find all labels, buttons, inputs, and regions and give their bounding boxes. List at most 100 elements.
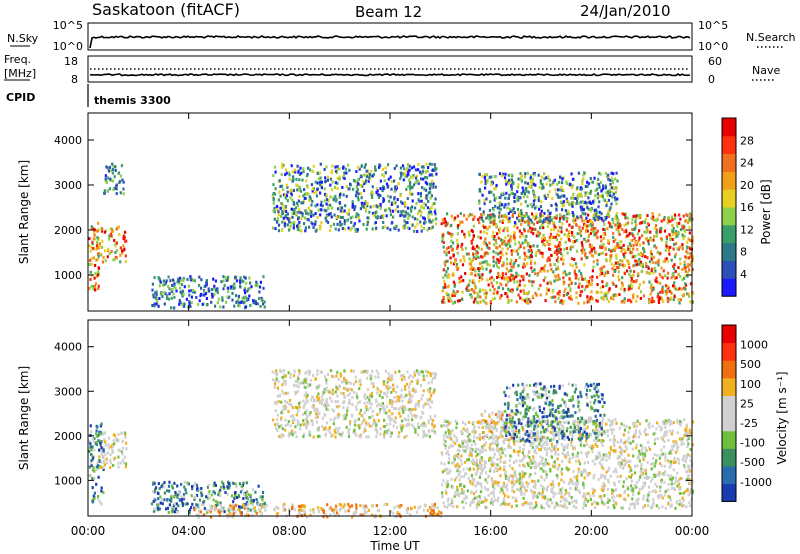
power-echo-cell: [90, 227, 93, 231]
power-echo-cell: [581, 277, 584, 281]
power-echo-cell: [374, 221, 377, 225]
power-echo-cell: [565, 217, 568, 221]
velocity-echo-cell: [300, 504, 303, 508]
velocity-echo-cell: [200, 503, 203, 507]
power-echo-cell: [525, 189, 528, 193]
power-echo-cell: [602, 285, 605, 289]
velocity-echo-cell: [209, 515, 213, 519]
power-echo-cell: [159, 278, 162, 282]
velocity-echo-cell: [306, 393, 309, 397]
power-echo-cell: [488, 263, 491, 267]
velocity-echo-cell: [392, 424, 395, 428]
velocity-echo-cell: [245, 513, 248, 517]
power-echo-cell: [454, 291, 457, 295]
power-echo-cell: [497, 286, 500, 289]
power-echo-cell: [403, 214, 406, 218]
velocity-echo-cell: [222, 487, 226, 491]
velocity-echo-cell: [563, 502, 566, 506]
power-echo-cell: [354, 229, 357, 233]
power-echo-cell: [568, 230, 571, 234]
power-echo-cell: [323, 168, 326, 171]
power-echo-cell: [586, 220, 589, 224]
velocity-echo-cell: [104, 452, 107, 456]
velocity-echo-cell: [377, 387, 380, 391]
power-echo-cell: [486, 245, 489, 249]
power-echo-cell: [545, 182, 548, 186]
power-echo-cell: [370, 193, 373, 196]
power-echo-cell: [341, 227, 344, 230]
velocity-echo-cell: [417, 404, 420, 408]
power-echo-cell: [517, 195, 520, 199]
power-echo-cell: [582, 173, 585, 177]
velocity-echo-cell: [191, 487, 194, 491]
velocity-echo-cell: [103, 431, 106, 435]
power-echo-cell: [504, 292, 507, 296]
velocity-echo-cell: [299, 423, 302, 427]
power-echo-cell: [672, 298, 675, 302]
power-echo-cell: [480, 217, 483, 221]
power-echo-cell: [552, 180, 555, 184]
power-echo-cell: [532, 222, 536, 226]
power-echo-cell: [393, 179, 396, 183]
power-echo-cell: [294, 206, 298, 210]
power-echo-cell: [575, 274, 578, 277]
power-echo-cell: [554, 188, 557, 192]
power-echo-cell: [594, 226, 597, 230]
power-echo-cell: [534, 195, 537, 199]
power-echo-cell: [607, 289, 610, 293]
power-echo-cell: [511, 209, 514, 213]
nsearch-label: N.Search: [746, 31, 796, 44]
power-echo-cell: [366, 223, 369, 227]
power-echo-cell: [650, 257, 653, 261]
velocity-echo-cell: [305, 409, 308, 413]
power-echo-cell: [456, 242, 459, 246]
power-echo-cell: [671, 233, 674, 237]
power-echo-cell: [334, 165, 337, 169]
power-echo-cell: [623, 272, 626, 276]
power-echo-cell: [604, 184, 607, 188]
power-echo-cell: [504, 196, 507, 200]
power-echo-cell: [331, 169, 334, 173]
power-echo-cell: [231, 291, 234, 295]
velocity-echo-cell: [95, 440, 98, 444]
power-echo-cell: [579, 234, 583, 238]
power-echo-cell: [311, 199, 314, 203]
power-echo-cell: [391, 209, 395, 213]
power-echo-cell: [568, 212, 571, 216]
power-echo-cell: [520, 223, 523, 226]
power-echo-cell: [369, 205, 372, 209]
power-echo-cell: [634, 220, 637, 224]
velocity-echo-cell: [413, 505, 416, 509]
power-echo-cell: [636, 248, 639, 251]
power-echo-cell: [123, 248, 126, 252]
power-echo-cell: [666, 276, 669, 280]
power-echo-cell: [245, 281, 248, 285]
power-echo-cell: [529, 300, 532, 304]
velocity-echo-cell: [369, 377, 372, 381]
power-echo-cell: [616, 197, 619, 201]
power-echo-cell: [650, 283, 653, 287]
velocity-echo-cell: [342, 505, 345, 509]
velocity-echo-cell: [230, 507, 233, 511]
power-echo-cell: [562, 217, 565, 221]
power-echo-cell: [205, 279, 208, 283]
velocity-echo-cell: [343, 379, 346, 383]
power-echo-cell: [456, 290, 459, 294]
velocity-echo-cell: [385, 386, 388, 390]
velocity-echo-cell: [302, 513, 305, 517]
velocity-echo-cell: [234, 494, 237, 498]
power-echo-cell: [323, 208, 326, 212]
power-echo-cell: [190, 301, 193, 305]
power-echo-cell: [376, 189, 379, 193]
power-echo-cell: [374, 165, 377, 169]
power-echo-cell: [632, 247, 635, 251]
power-echo-cell: [487, 283, 490, 287]
velocity-echo-cell: [198, 509, 201, 513]
power-colorbar-label: Power [dB]: [759, 179, 773, 244]
power-echo-cell: [592, 213, 595, 217]
power-echo-cell: [399, 177, 402, 181]
power-echo-cell: [537, 287, 540, 291]
velocity-echo-cell: [297, 385, 300, 389]
power-echo-cell: [361, 204, 364, 208]
velocity-echo-cell: [319, 370, 322, 374]
